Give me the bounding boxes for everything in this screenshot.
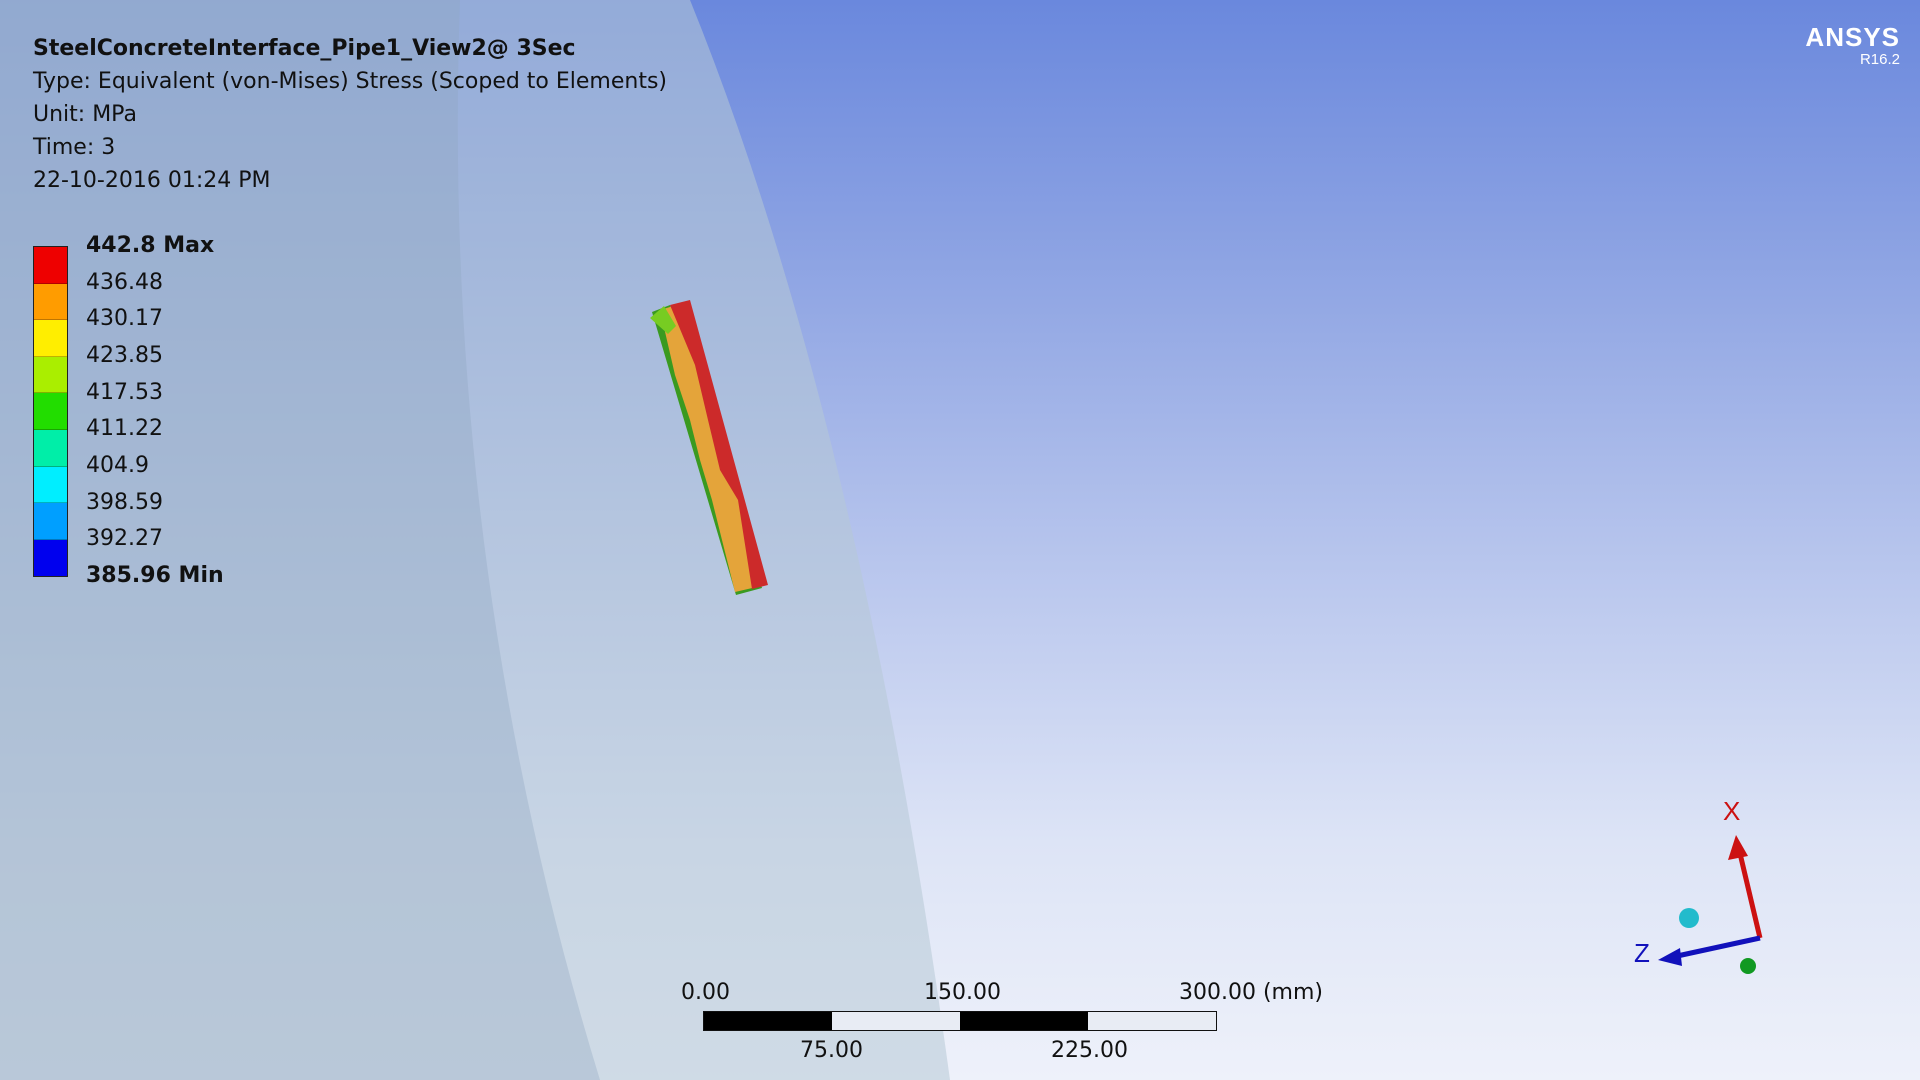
part-orange-band: [660, 304, 765, 592]
coordinate-triad[interactable]: X Z: [1620, 790, 1770, 990]
z-axis-label: Z: [1634, 938, 1650, 968]
legend-level-label: 423.85: [86, 343, 163, 368]
part-green-tip: [650, 306, 676, 334]
result-unit: Unit: MPa: [33, 102, 137, 127]
result-type: Type: Equivalent (von-Mises) Stress (Sco…: [33, 69, 668, 94]
stress-contour-part: [650, 300, 768, 595]
legend-color-swatch: [34, 283, 67, 321]
rotation-center-ball[interactable]: [1679, 908, 1699, 928]
result-title: SteelConcreteInterface_Pipe1_View2@ 3Sec: [33, 36, 576, 61]
legend-level-label: 398.59: [86, 490, 163, 515]
x-axis-arrowhead: [1728, 835, 1748, 860]
x-axis-label: X: [1723, 796, 1740, 826]
legend-level-label: 430.17: [86, 306, 163, 331]
concrete-inner-face: [0, 0, 600, 1080]
legend-color-swatch: [34, 466, 67, 504]
legend-max-label: 442.8 Max: [86, 233, 215, 258]
legend-level-label: 404.9: [86, 453, 149, 478]
z-axis-arrow: [1667, 935, 1761, 961]
logo-brand: ANSYS: [1805, 22, 1900, 52]
concrete-body: [0, 0, 950, 1080]
legend-min-label: 385.96 Min: [86, 563, 224, 588]
scale-segment: [1088, 1012, 1216, 1030]
result-time: Time: 3: [33, 135, 116, 160]
scale-label-75: 75.00: [800, 1038, 863, 1063]
legend-color-swatch: [34, 503, 67, 540]
result-date: 22-10-2016 01:24 PM: [33, 168, 271, 193]
contour-legend-bar[interactable]: [33, 246, 68, 578]
y-axis-marker: [1740, 958, 1756, 974]
scale-label-150: 150.00: [924, 980, 1001, 1005]
legend-level-label: 392.27: [86, 526, 163, 551]
scale-segment: [704, 1012, 832, 1030]
scale-segment: [832, 1012, 960, 1030]
legend-color-swatch: [34, 393, 67, 430]
ansys-logo: ANSYS R16.2: [1805, 22, 1900, 68]
legend-color-swatch: [34, 539, 67, 577]
legend-color-swatch: [34, 320, 67, 357]
scale-label-300: 300.00 (mm): [1179, 980, 1323, 1005]
scale-label-225: 225.00: [1051, 1038, 1128, 1063]
x-axis-arrow: [1735, 844, 1763, 939]
legend-color-swatch: [34, 247, 67, 284]
scale-segment: [960, 1012, 1088, 1030]
scale-bar: [703, 1011, 1217, 1031]
legend-level-label: 436.48: [86, 270, 163, 295]
legend-level-label: 417.53: [86, 380, 163, 405]
legend-color-swatch: [34, 356, 67, 394]
z-axis-arrowhead: [1658, 948, 1682, 966]
legend-level-label: 411.22: [86, 416, 163, 441]
logo-version: R16.2: [1859, 51, 1900, 68]
part-red-band: [670, 300, 768, 589]
scale-label-0: 0.00: [681, 980, 730, 1005]
legend-color-swatch: [34, 429, 67, 467]
